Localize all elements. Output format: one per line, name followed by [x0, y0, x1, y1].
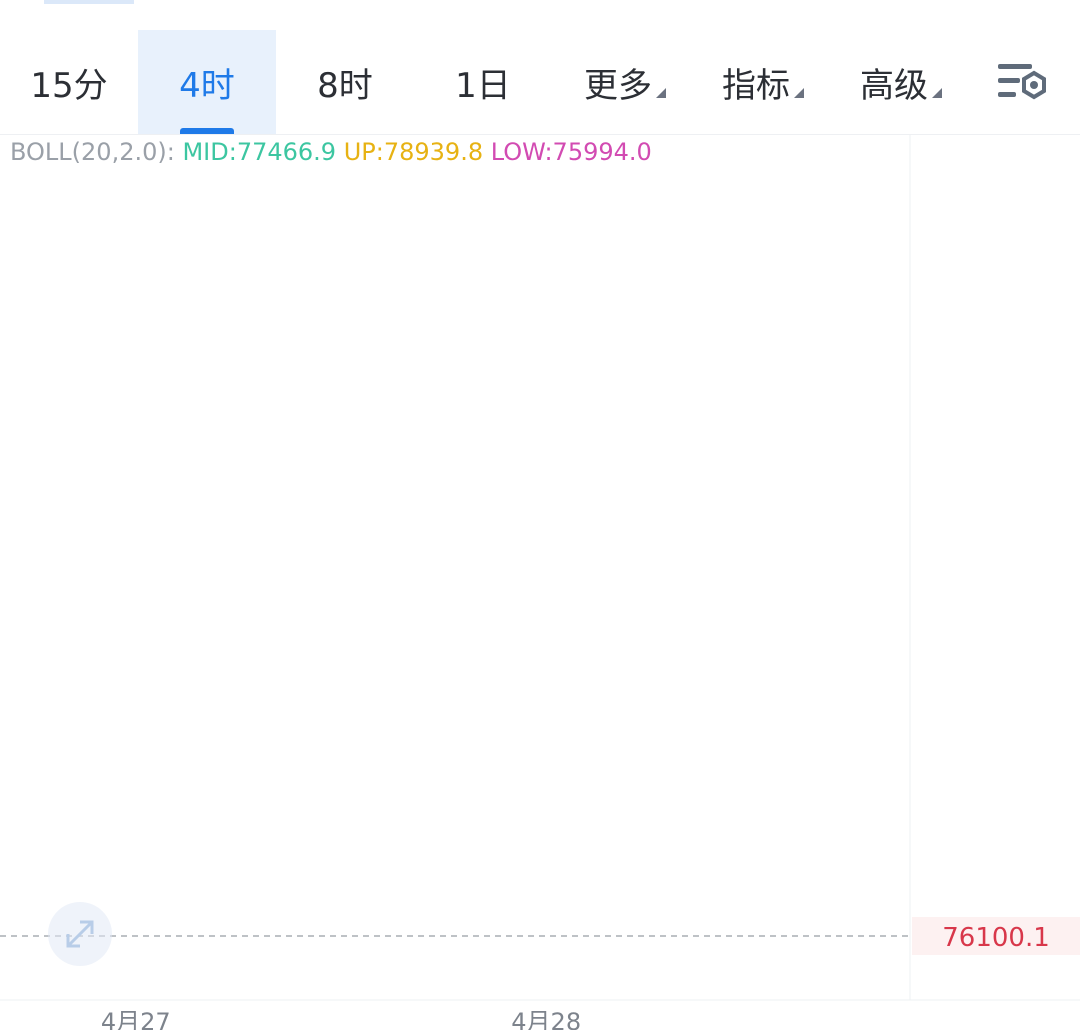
- boll-legend-up: UP:78939.8: [343, 138, 484, 166]
- current-price-tag: [912, 917, 1080, 955]
- expand-arrows-icon: [66, 920, 94, 948]
- dropdown-caret-icon: [656, 88, 666, 98]
- boll-legend-low: LOW:75994.0: [490, 138, 652, 166]
- tab-label: 指标: [722, 65, 790, 106]
- active-tab-indicator: [180, 128, 234, 134]
- x-tick-label: 4月28: [511, 1008, 581, 1030]
- tab-label: 更多: [584, 65, 652, 106]
- boll-legend: BOLL(20,2.0): MID:77466.9 UP:78939.8 LOW…: [10, 138, 652, 166]
- dropdown-caret-icon: [932, 88, 942, 98]
- tab-advanced[interactable]: 高级: [832, 30, 970, 134]
- candlestick-chart: 790007850078000775007700076500760004月274…: [0, 134, 1080, 1030]
- x-tick-label: 4月27: [101, 1008, 171, 1030]
- tab-15m[interactable]: 15分: [0, 30, 138, 134]
- tab-1d[interactable]: 1日: [414, 30, 552, 134]
- current-price-label: 76100.1: [942, 923, 1050, 953]
- dropdown-caret-icon: [794, 88, 804, 98]
- tab-indicators[interactable]: 指标: [694, 30, 832, 134]
- tab-4h[interactable]: 4时: [138, 30, 276, 134]
- timeframe-tab-bar: 4时 15分 8时 1日 更多 指标 高级: [0, 30, 1080, 135]
- boll-legend-mid: MID:77466.9: [182, 138, 337, 166]
- tab-label: 8时: [317, 65, 373, 106]
- top-stub: [44, 0, 134, 4]
- tab-label: 4时: [179, 65, 235, 106]
- tab-more[interactable]: 更多: [556, 30, 694, 134]
- tab-label: 15分: [30, 65, 108, 106]
- chart-settings-icon[interactable]: [994, 60, 1050, 106]
- tab-label: 1日: [455, 65, 511, 106]
- boll-legend-name: BOLL(20,2.0):: [10, 138, 175, 166]
- expand-button[interactable]: [48, 902, 112, 966]
- tab-label: 高级: [860, 65, 928, 106]
- tab-8h[interactable]: 8时: [276, 30, 414, 134]
